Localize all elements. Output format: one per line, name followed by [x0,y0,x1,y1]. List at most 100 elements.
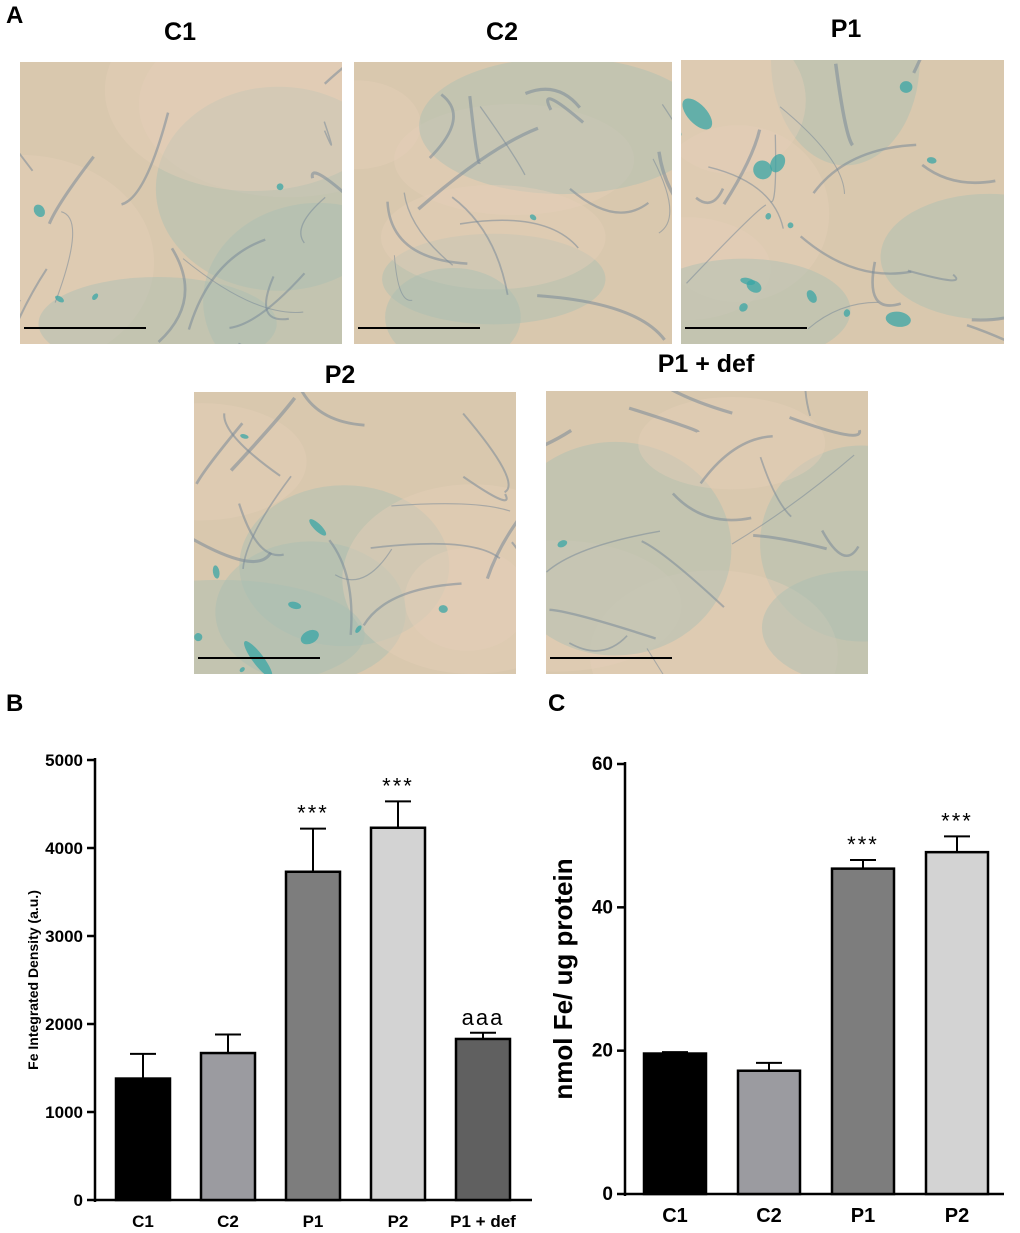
x-tick-label: C2 [217,1212,239,1231]
iron-deposit [746,280,762,293]
cell-process [546,429,573,447]
cell-process [546,530,661,573]
y-axis-label: nmol Fe/ ug protein [548,858,578,1099]
cell-process [628,406,700,434]
tissue-region [104,62,342,192]
bar [454,1037,512,1202]
tissue-region [589,570,838,674]
cell-process [641,540,725,608]
bar [736,1069,802,1196]
tissue-region [385,267,521,344]
tissue-region [761,570,868,674]
cell-process [799,235,912,275]
iron-deposit [288,601,302,610]
micrograph-background [546,391,868,674]
tissue-region [194,579,365,674]
cell-process [459,219,579,249]
cell-process [921,163,996,185]
bar [199,1051,257,1202]
iron-deposit [244,641,273,674]
micrograph-title-p1-def: P1 + def [657,350,755,378]
panel-label-b: B [6,690,24,717]
iron-deposit [806,290,817,303]
cell-process [657,151,672,196]
bar [642,1052,708,1196]
cell-process [195,422,244,485]
micrograph-background [194,392,516,674]
cell-process [568,635,628,652]
cell-process [722,129,762,206]
iron-deposit [926,157,937,164]
tissue-region [382,233,606,325]
y-tick-label: 5000 [45,751,83,770]
iron-deposit [240,434,249,439]
significance-label: *** [297,801,329,826]
y-tick-label: 0 [74,1191,83,1210]
cell-process [328,539,353,635]
iron-deposit [438,605,448,613]
cell-process [20,268,48,320]
iron-deposit [557,540,568,548]
cell-process [485,520,516,580]
x-tick-label: P1 [303,1212,324,1231]
cell-process [479,106,526,176]
cell-process [708,166,784,229]
cell-process [699,434,773,485]
iron-deposit [787,222,794,229]
micrograph-title-p1: P1 [830,15,862,43]
tissue-region [681,60,806,174]
cell-process [462,475,508,502]
iron-deposit [899,81,913,93]
y-axis-label: Fe Integrated Density (a.u.) [25,890,41,1070]
iron-deposit [885,311,911,327]
micrograph-title-c1: C1 [164,18,196,46]
cell-process [300,392,365,427]
tissue-region [155,86,342,291]
x-tick-label: C1 [132,1212,154,1231]
tissue-region [203,202,342,344]
cell-process [537,294,666,341]
cell-process [812,143,917,194]
cell-process [753,534,828,551]
cell-process [912,60,922,74]
cell-process [670,391,733,415]
cell-process [652,158,671,234]
iron-deposit [739,303,748,312]
cell-process [789,416,861,437]
iron-deposit [309,519,327,536]
cell-process [187,238,266,330]
cell-process [821,529,860,557]
cell-process [833,63,855,147]
bar [369,826,427,1202]
cell-process [54,211,74,303]
iron-deposit [276,183,284,191]
tissue-region [419,62,672,195]
micrograph-background [20,62,342,344]
y-tick-label: 40 [592,897,613,918]
iron-deposit [300,629,319,645]
cell-process [323,121,333,146]
cell-process [121,112,170,206]
tissue-region [394,104,635,216]
cell-process [47,155,95,225]
iron-deposit [239,667,245,673]
cell-process [370,542,501,560]
micrograph-c1 [20,62,342,344]
significance-label: *** [382,773,414,798]
cell-process [300,196,326,244]
iron-deposit [529,214,537,221]
cell-process [20,152,34,172]
cell-process [417,126,539,211]
bar [924,850,990,1196]
x-tick-label: C1 [662,1205,688,1227]
cell-process [451,196,509,295]
y-tick-label: 0 [602,1184,613,1205]
cell-process [759,456,792,518]
iron-deposit [355,625,362,633]
cell-process [229,272,306,330]
tissue-region [760,445,868,642]
y-tick-label: 4000 [45,839,83,858]
cell-process [695,187,725,205]
cell-process [907,269,958,282]
tissue-region [681,258,851,344]
